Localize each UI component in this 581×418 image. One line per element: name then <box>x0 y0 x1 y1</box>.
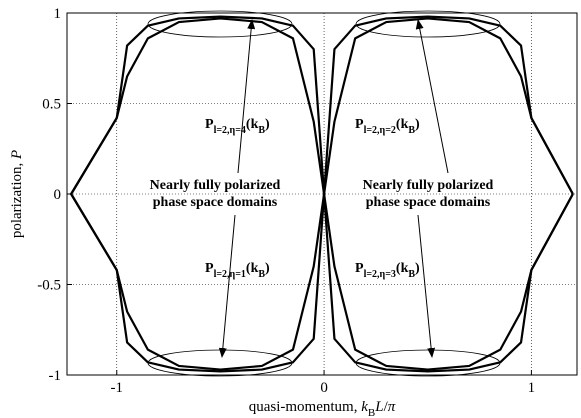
text-run: (k <box>246 117 259 132</box>
text-run: P <box>205 117 214 132</box>
domain-label: Nearly fully polarized <box>150 178 281 193</box>
text-run: ) <box>265 261 270 276</box>
curve-label: Pl=2,η=2(kB) <box>355 117 420 136</box>
domain-label: phase space domains <box>153 195 278 210</box>
text-run: / <box>384 399 389 415</box>
y-axis-label: polarization, P <box>9 150 25 238</box>
text-run: ) <box>415 117 420 132</box>
text-run: B <box>258 269 265 280</box>
y-tick-label: 0.5 <box>42 97 61 113</box>
text-run: quasi-momentum, <box>249 399 362 415</box>
arrow <box>417 214 436 358</box>
text-run: B <box>408 269 415 280</box>
text-run: L <box>374 399 383 415</box>
domain-ellipse <box>147 10 293 38</box>
text-run: k <box>361 399 368 415</box>
domain-label: Nearly fully polarized <box>363 178 494 193</box>
text-run: P <box>9 150 25 160</box>
text-run: P <box>355 117 364 132</box>
text-run: l=2,η=4 <box>214 125 246 136</box>
text-run: ) <box>265 117 270 132</box>
x-tick-label: 1 <box>528 380 536 396</box>
domain-label: phase space domains <box>366 195 491 210</box>
text-run: P <box>205 261 214 276</box>
curve-label: Pl=2,η=3(kB) <box>355 261 420 280</box>
text-run: ) <box>415 261 420 276</box>
domain-ellipse <box>355 10 501 38</box>
arrow <box>237 19 256 174</box>
text-run: (k <box>396 117 409 132</box>
y-tick-label: 0 <box>54 187 62 203</box>
x-tick-label: 0 <box>320 380 328 396</box>
x-axis-label: quasi-momentum, kBL/π <box>249 399 396 418</box>
curve-label: Pl=2,η=1(kB) <box>205 261 270 280</box>
text-run: (k <box>396 261 409 276</box>
text-run: P <box>355 261 364 276</box>
text-run: (k <box>246 261 259 276</box>
text-run: polarization, <box>9 159 25 238</box>
y-tick-label: 1 <box>54 6 62 22</box>
text-run: π <box>388 399 396 415</box>
curve-label: Pl=2,η=4(kB) <box>205 117 270 136</box>
text-run: l=2,η=3 <box>364 269 396 280</box>
text-run: B <box>258 125 265 136</box>
arrow <box>218 214 236 358</box>
arrows <box>218 19 449 358</box>
text-run: B <box>408 125 415 136</box>
y-tick-label: -0.5 <box>37 278 61 294</box>
text-run: B <box>368 407 375 418</box>
text-run: l=2,η=1 <box>214 269 246 280</box>
x-tick-label: -1 <box>111 380 124 396</box>
arrow <box>415 19 449 174</box>
text-run: l=2,η=2 <box>364 125 396 136</box>
y-tick-label: -1 <box>49 368 62 384</box>
